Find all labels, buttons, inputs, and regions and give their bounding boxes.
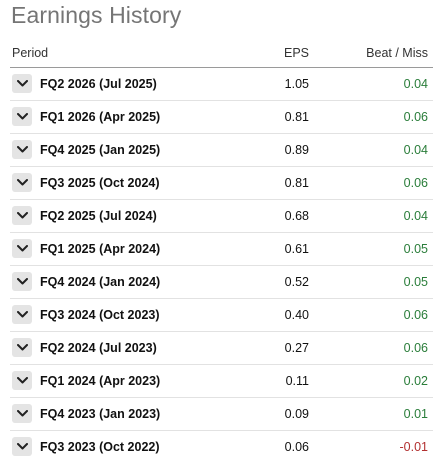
row-beat-miss: 0.04 bbox=[403, 143, 428, 157]
row-eps: 0.11 bbox=[285, 374, 309, 388]
column-header-period: Period bbox=[12, 46, 49, 60]
row-beat-miss: 0.05 bbox=[403, 275, 428, 289]
row-period: FQ2 2024 (Jul 2023) bbox=[40, 341, 157, 355]
row-period: FQ4 2023 (Jan 2023) bbox=[40, 407, 161, 421]
row-beat-miss: 0.02 bbox=[403, 374, 428, 388]
row-period: FQ4 2025 (Jan 2025) bbox=[40, 143, 161, 157]
row-eps: 0.27 bbox=[284, 341, 309, 355]
row-eps: 0.81 bbox=[284, 176, 309, 190]
chevron-down-icon[interactable] bbox=[12, 140, 32, 159]
row-beat-miss: 0.04 bbox=[403, 209, 428, 223]
row-eps: 0.89 bbox=[284, 143, 309, 157]
earnings-table-body: FQ2 2026 (Jul 2025) 1.05 0.04 FQ1 2026 (… bbox=[10, 68, 433, 463]
chevron-down-icon[interactable] bbox=[12, 338, 32, 357]
row-period: FQ1 2025 (Apr 2024) bbox=[40, 242, 161, 256]
column-header-eps: EPS bbox=[283, 46, 309, 60]
panel-title: Earnings History bbox=[11, 2, 182, 28]
row-beat-miss: 0.01 bbox=[403, 407, 428, 421]
row-period: FQ1 2026 (Apr 2025) bbox=[40, 110, 161, 124]
row-beat-miss: 0.06 bbox=[403, 110, 428, 124]
chevron-down-icon[interactable] bbox=[12, 107, 32, 126]
row-beat-miss: 0.06 bbox=[403, 341, 428, 355]
row-beat-miss: 0.06 bbox=[403, 176, 428, 190]
row-beat-miss: -0.01 bbox=[399, 440, 429, 454]
row-period: FQ2 2025 (Jul 2024) bbox=[40, 209, 157, 223]
row-eps: 0.61 bbox=[284, 242, 309, 256]
table-row[interactable]: FQ3 2023 (Oct 2022) 0.06 -0.01 bbox=[10, 431, 433, 463]
row-eps: 0.52 bbox=[284, 275, 309, 289]
row-beat-miss: 0.06 bbox=[403, 308, 428, 322]
chevron-down-icon[interactable] bbox=[12, 437, 32, 456]
chevron-down-icon[interactable] bbox=[12, 206, 32, 225]
row-period: FQ1 2024 (Apr 2023) bbox=[40, 374, 161, 388]
row-eps: 0.06 bbox=[284, 440, 309, 454]
chevron-down-icon[interactable] bbox=[12, 173, 32, 192]
row-eps: 0.40 bbox=[284, 308, 309, 322]
table-row[interactable]: FQ4 2025 (Jan 2025) 0.89 0.04 bbox=[10, 134, 433, 167]
table-row[interactable]: FQ1 2024 (Apr 2023) 0.11 0.02 bbox=[10, 365, 433, 398]
row-eps: 1.05 bbox=[284, 77, 309, 91]
chevron-down-icon[interactable] bbox=[12, 272, 32, 291]
row-period: FQ3 2023 (Oct 2022) bbox=[40, 440, 160, 454]
row-period: FQ2 2026 (Jul 2025) bbox=[40, 77, 157, 91]
table-row[interactable]: FQ3 2024 (Oct 2023) 0.40 0.06 bbox=[10, 299, 433, 332]
table-row[interactable]: FQ1 2025 (Apr 2024) 0.61 0.05 bbox=[10, 233, 433, 266]
row-period: FQ3 2024 (Oct 2023) bbox=[40, 308, 160, 322]
row-period: FQ4 2024 (Jan 2024) bbox=[40, 275, 161, 289]
column-header-beat-miss: Beat / Miss bbox=[366, 46, 428, 60]
table-row[interactable]: FQ4 2024 (Jan 2024) 0.52 0.05 bbox=[10, 266, 433, 299]
table-row[interactable]: FQ4 2023 (Jan 2023) 0.09 0.01 bbox=[10, 398, 433, 431]
table-row[interactable]: FQ2 2024 (Jul 2023) 0.27 0.06 bbox=[10, 332, 433, 365]
table-header: Period EPS Beat / Miss bbox=[10, 43, 433, 68]
row-beat-miss: 0.04 bbox=[403, 77, 428, 91]
chevron-down-icon[interactable] bbox=[12, 239, 32, 258]
row-eps: 0.68 bbox=[284, 209, 309, 223]
table-row[interactable]: FQ1 2026 (Apr 2025) 0.81 0.06 bbox=[10, 101, 433, 134]
chevron-down-icon[interactable] bbox=[12, 371, 32, 390]
table-row[interactable]: FQ3 2025 (Oct 2024) 0.81 0.06 bbox=[10, 167, 433, 200]
row-eps: 0.09 bbox=[284, 407, 309, 421]
chevron-down-icon[interactable] bbox=[12, 74, 32, 93]
chevron-down-icon[interactable] bbox=[12, 404, 32, 423]
table-row[interactable]: FQ2 2025 (Jul 2024) 0.68 0.04 bbox=[10, 200, 433, 233]
row-eps: 0.81 bbox=[284, 110, 309, 124]
row-beat-miss: 0.05 bbox=[403, 242, 428, 256]
row-period: FQ3 2025 (Oct 2024) bbox=[40, 176, 160, 190]
chevron-down-icon[interactable] bbox=[12, 305, 32, 324]
table-row[interactable]: FQ2 2026 (Jul 2025) 1.05 0.04 bbox=[10, 68, 433, 101]
